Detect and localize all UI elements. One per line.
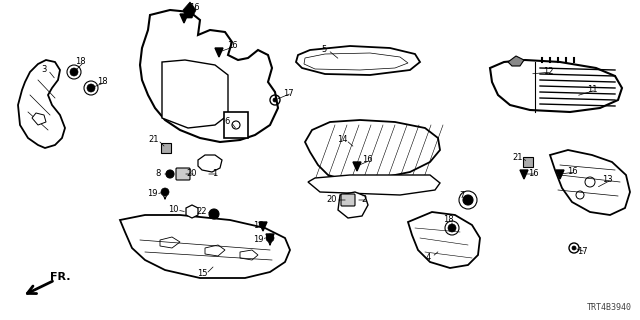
Text: 12: 12 (543, 68, 553, 76)
Circle shape (209, 209, 219, 219)
Text: 16: 16 (566, 167, 577, 177)
Text: 18: 18 (443, 215, 453, 225)
Text: 22: 22 (196, 207, 207, 217)
Polygon shape (353, 162, 361, 171)
Polygon shape (296, 46, 420, 75)
Polygon shape (490, 60, 622, 112)
Text: 2: 2 (362, 196, 367, 204)
Polygon shape (338, 192, 368, 218)
Text: 18: 18 (75, 58, 85, 67)
Text: 6: 6 (224, 117, 230, 126)
Polygon shape (224, 112, 248, 138)
Text: 8: 8 (156, 170, 161, 179)
Text: 4: 4 (426, 252, 431, 261)
Polygon shape (180, 14, 188, 23)
FancyBboxPatch shape (341, 194, 355, 206)
Polygon shape (140, 10, 278, 142)
Text: 16: 16 (362, 156, 372, 164)
Text: 18: 18 (97, 77, 108, 86)
Text: 19: 19 (147, 189, 157, 198)
Text: 5: 5 (321, 45, 326, 54)
Circle shape (87, 84, 95, 92)
Text: 21: 21 (148, 135, 159, 145)
Text: 17: 17 (577, 247, 588, 257)
Text: 21: 21 (513, 154, 524, 163)
Text: 20: 20 (187, 170, 197, 179)
Polygon shape (550, 150, 630, 215)
Text: 19: 19 (253, 236, 263, 244)
Circle shape (70, 68, 78, 76)
Polygon shape (198, 155, 222, 172)
Text: 14: 14 (337, 135, 348, 145)
Text: 3: 3 (42, 66, 47, 75)
Circle shape (572, 246, 576, 250)
Polygon shape (520, 170, 528, 179)
Text: 1: 1 (212, 170, 218, 179)
Circle shape (161, 188, 169, 196)
Circle shape (166, 170, 174, 178)
Polygon shape (183, 2, 196, 18)
Bar (161, 143, 171, 153)
Polygon shape (556, 170, 564, 179)
Text: 16: 16 (253, 220, 263, 229)
Circle shape (463, 195, 473, 205)
Polygon shape (266, 234, 274, 243)
Text: 11: 11 (587, 85, 597, 94)
Text: 15: 15 (196, 269, 207, 278)
Polygon shape (186, 205, 198, 218)
Polygon shape (162, 60, 228, 128)
Polygon shape (18, 60, 65, 148)
Polygon shape (32, 113, 46, 125)
Bar (523, 157, 533, 167)
Text: 17: 17 (283, 89, 293, 98)
Polygon shape (259, 222, 267, 231)
Text: 20: 20 (327, 196, 337, 204)
Text: 10: 10 (168, 205, 179, 214)
Text: 16: 16 (227, 42, 237, 51)
Circle shape (266, 234, 274, 242)
Polygon shape (120, 215, 290, 278)
Text: 7: 7 (460, 191, 465, 201)
Polygon shape (308, 175, 440, 195)
Text: 16: 16 (189, 4, 199, 12)
Circle shape (273, 98, 277, 102)
Polygon shape (215, 48, 223, 57)
Polygon shape (508, 56, 524, 66)
Text: TRT4B3940: TRT4B3940 (587, 303, 632, 312)
Polygon shape (408, 212, 480, 268)
Polygon shape (305, 120, 440, 180)
FancyBboxPatch shape (176, 168, 190, 180)
Text: FR.: FR. (50, 272, 70, 282)
Text: 16: 16 (528, 170, 538, 179)
Text: 13: 13 (602, 175, 612, 185)
Circle shape (448, 224, 456, 232)
